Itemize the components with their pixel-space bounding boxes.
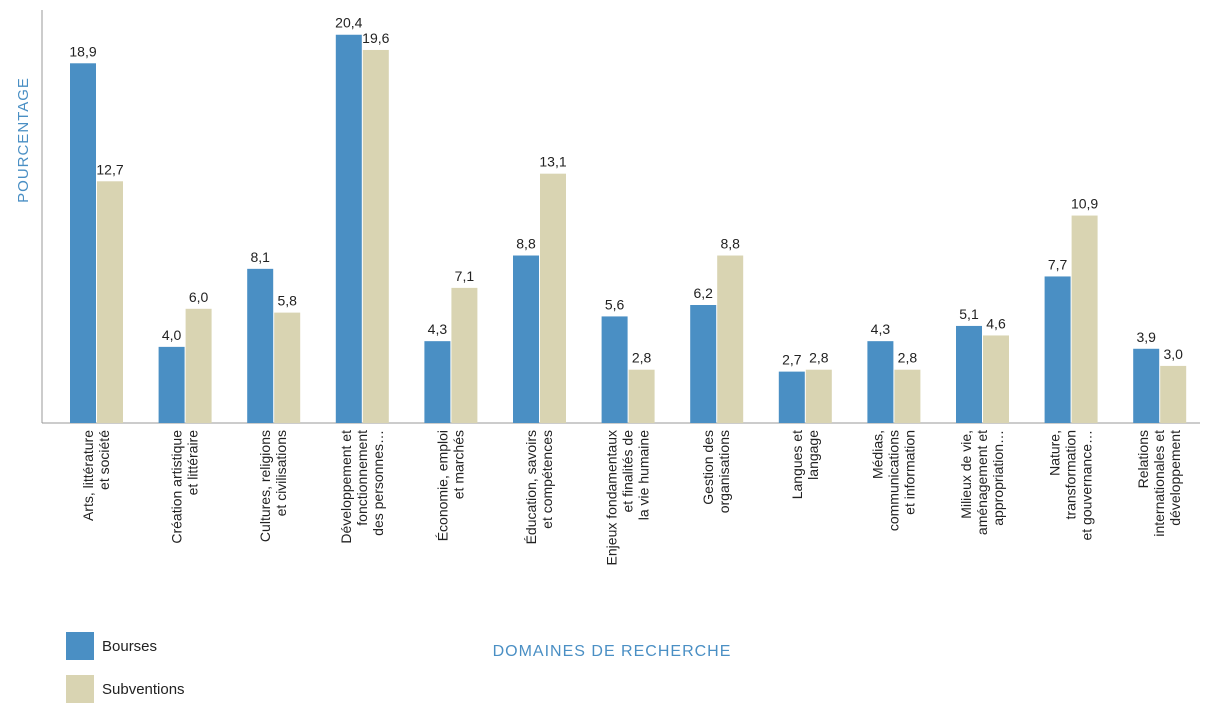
legend-swatch <box>66 675 94 703</box>
bar <box>513 255 539 423</box>
value-label: 4,0 <box>162 327 182 343</box>
bar <box>247 268 274 423</box>
value-label: 4,3 <box>428 321 448 337</box>
x-tick-label: Arts, littératureet société <box>80 430 112 521</box>
x-tick-label: Nature,transformationet gouvernance… <box>1047 430 1095 541</box>
x-tick-label: Création artistiqueet littéraire <box>169 430 201 544</box>
x-axis-title: DOMAINES DE RECHERCHE <box>493 643 732 660</box>
bar <box>778 371 805 423</box>
bar <box>601 316 628 423</box>
value-label: 5,6 <box>605 296 625 312</box>
value-label: 8,8 <box>720 236 740 252</box>
value-label: 3,9 <box>1136 329 1156 345</box>
x-tick-label: Gestion desorganisations <box>700 430 732 513</box>
x-tick-label: Relationsinternationales etdéveloppement <box>1135 430 1183 537</box>
value-label: 4,6 <box>986 315 1006 331</box>
bar <box>362 49 389 423</box>
bar <box>1071 215 1098 423</box>
x-tick-label: Cultures, religionset civilisations <box>257 430 289 542</box>
legend-swatch <box>66 632 94 660</box>
x-tick-label: Langues etlangage <box>789 430 821 500</box>
bar <box>274 312 301 423</box>
bar <box>185 308 212 423</box>
value-label: 5,8 <box>277 293 297 309</box>
value-label: 13,1 <box>539 154 566 170</box>
bar <box>70 63 96 424</box>
bar <box>690 305 717 423</box>
value-label: 2,8 <box>898 350 918 366</box>
value-label: 8,1 <box>250 249 270 265</box>
value-label: 6,2 <box>693 285 713 301</box>
bar <box>805 369 832 423</box>
legend-label: Bourses <box>102 638 157 655</box>
value-label: 12,7 <box>96 161 123 177</box>
value-label: 8,8 <box>516 236 536 252</box>
legend-label: Subventions <box>102 681 185 698</box>
x-tick-label: Médias,communicationset information <box>869 430 917 531</box>
bar <box>628 369 655 423</box>
value-label: 2,8 <box>809 350 829 366</box>
value-label: 2,8 <box>632 350 652 366</box>
bar <box>1133 348 1160 423</box>
bar <box>956 325 982 423</box>
x-tick-label: Enjeux fondamentauxet finalités dela vie… <box>604 430 652 566</box>
bar <box>983 335 1009 423</box>
value-label: 20,4 <box>335 15 362 31</box>
bar <box>717 255 744 423</box>
x-tick-label: Développement etfonctionnementdes person… <box>338 430 386 544</box>
value-label: 7,7 <box>1048 256 1068 272</box>
bar <box>894 369 921 423</box>
value-label: 10,9 <box>1071 196 1098 212</box>
bar <box>97 181 123 423</box>
value-label: 5,1 <box>959 306 979 322</box>
x-tick-label: Économie, emploiet marchés <box>434 430 466 541</box>
bar <box>867 341 894 423</box>
bar <box>424 341 451 423</box>
x-tick-label: Éducation, savoirset compétences <box>523 430 555 544</box>
bar <box>158 346 185 423</box>
value-label: 3,0 <box>1163 346 1183 362</box>
value-label: 4,3 <box>871 321 891 337</box>
bar <box>1044 276 1071 423</box>
x-tick-label: Milieux de vie,aménagement etappropriati… <box>958 430 1006 535</box>
bar <box>540 173 566 423</box>
bar <box>1160 365 1187 423</box>
value-label: 19,6 <box>362 30 389 46</box>
bar <box>335 34 362 423</box>
bar <box>451 287 478 423</box>
value-label: 2,7 <box>782 352 802 368</box>
y-axis-title: POURCENTAGE <box>15 77 32 203</box>
value-label: 7,1 <box>455 268 475 284</box>
value-label: 6,0 <box>189 289 209 305</box>
value-label: 18,9 <box>69 43 96 59</box>
